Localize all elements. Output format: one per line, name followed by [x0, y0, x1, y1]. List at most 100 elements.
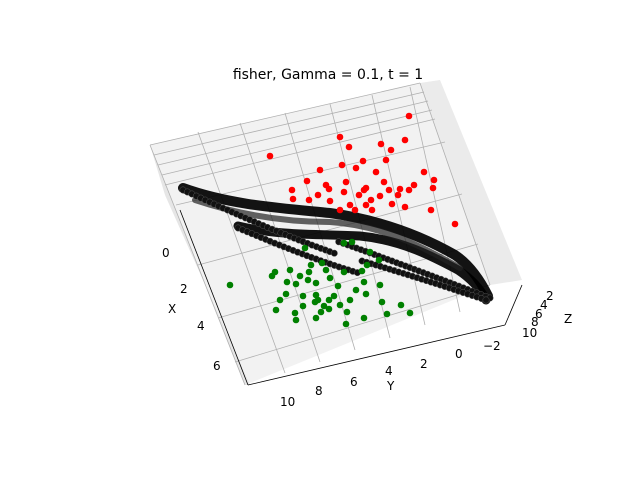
green-data-point	[271, 268, 279, 276]
red-data-point	[385, 186, 393, 194]
green-data-point	[286, 266, 294, 274]
red-data-point	[351, 206, 359, 214]
green-data-point	[325, 305, 333, 313]
red-data-point	[388, 200, 396, 208]
green-data-point	[301, 244, 309, 252]
red-data-point	[377, 140, 385, 148]
green-data-point	[283, 278, 291, 286]
green-data-point	[320, 302, 328, 310]
green-data-point	[304, 276, 312, 284]
green-data-point	[307, 261, 315, 269]
red-data-point	[376, 192, 384, 200]
y-tick-label: 6	[350, 375, 358, 389]
red-data-point	[372, 168, 380, 176]
green-data-point	[376, 281, 384, 289]
y-tick-label: 0	[455, 347, 463, 361]
x-tick-label: 2	[180, 282, 188, 296]
y-axis-line	[247, 324, 506, 386]
red-data-point	[352, 164, 360, 172]
green-data-point	[292, 316, 300, 324]
green-data-point	[272, 306, 280, 314]
green-data-point	[342, 320, 350, 328]
red-data-point	[266, 152, 274, 160]
green-data-point	[352, 286, 360, 294]
surface-point	[330, 249, 338, 257]
red-class-points	[266, 112, 459, 228]
red-data-point	[359, 157, 367, 165]
red-data-point	[336, 206, 344, 214]
y-tick-label: 10	[280, 395, 295, 409]
red-data-point	[325, 185, 333, 193]
green-data-point	[378, 298, 386, 306]
red-data-point	[368, 206, 376, 214]
green-data-point	[291, 309, 299, 317]
red-data-point	[340, 188, 348, 196]
z-axis-label: Z	[564, 312, 572, 326]
green-data-point	[282, 290, 290, 298]
red-data-point	[382, 156, 390, 164]
red-data-point	[338, 161, 346, 169]
red-data-point	[410, 181, 418, 189]
green-data-point	[330, 292, 338, 300]
green-data-point	[334, 282, 342, 290]
red-data-point	[288, 186, 296, 194]
green-data-point	[325, 296, 333, 304]
green-data-point	[340, 268, 348, 276]
x-tick-label: 4	[197, 319, 205, 333]
red-data-point	[401, 203, 409, 211]
green-data-point	[383, 310, 391, 318]
red-data-point	[401, 136, 409, 144]
green-data-point	[343, 308, 351, 316]
green-data-point	[340, 239, 348, 247]
y-tick-label: 8	[315, 384, 323, 398]
chart-title: fisher, Gamma = 0.1, t = 1	[233, 67, 423, 83]
green-data-point	[362, 290, 370, 298]
red-data-point	[427, 206, 435, 214]
red-data-point	[303, 177, 311, 185]
z-tick-label: 4	[540, 298, 548, 312]
red-data-point	[360, 186, 368, 194]
z-tick-label: 2	[546, 289, 554, 303]
red-data-point	[405, 112, 413, 120]
red-data-point	[367, 196, 375, 204]
red-data-point	[336, 133, 344, 141]
red-data-point	[314, 191, 322, 199]
green-data-point	[326, 274, 334, 282]
green-data-point	[226, 281, 234, 289]
green-data-point	[363, 261, 371, 269]
y-tick-label: −2	[483, 339, 501, 353]
red-data-point	[430, 176, 438, 184]
red-data-point	[305, 196, 313, 204]
green-data-point	[299, 302, 307, 310]
surface-point	[482, 296, 490, 304]
red-data-point	[394, 191, 402, 199]
green-data-point	[348, 238, 356, 246]
red-data-point	[345, 143, 353, 151]
green-data-point	[346, 296, 354, 304]
green-data-point	[292, 280, 300, 288]
green-data-point	[276, 296, 284, 304]
red-data-point	[326, 197, 334, 205]
green-data-point	[375, 256, 383, 264]
green-data-point	[312, 291, 320, 299]
y-axis: 10 8 6 4 2 0 −2 Y	[247, 324, 506, 409]
green-data-point	[318, 259, 326, 267]
green-data-point	[317, 308, 325, 316]
red-data-point	[380, 178, 388, 186]
x-axis-line	[179, 209, 249, 386]
red-data-point	[405, 186, 413, 194]
red-data-point	[387, 146, 395, 154]
z-tick-label: 8	[531, 315, 539, 329]
green-data-point	[311, 298, 319, 306]
green-class-points	[226, 238, 414, 328]
green-data-point	[312, 279, 320, 287]
x-tick-label: 6	[213, 359, 221, 373]
red-data-point	[420, 168, 428, 176]
green-data-point	[305, 268, 313, 276]
green-data-point	[360, 278, 368, 286]
x-tick-label: 0	[162, 246, 170, 260]
red-data-point	[346, 201, 354, 209]
z-tick-label: 6	[535, 307, 543, 321]
